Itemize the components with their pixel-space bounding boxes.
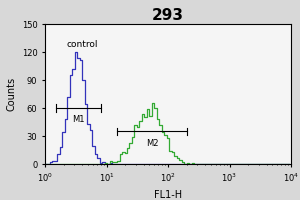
Text: M2: M2 (146, 139, 158, 148)
Y-axis label: Counts: Counts (6, 77, 16, 111)
X-axis label: FL1-H: FL1-H (154, 190, 182, 200)
Text: control: control (66, 40, 98, 49)
Title: 293: 293 (152, 8, 184, 23)
Text: M1: M1 (72, 115, 84, 124)
